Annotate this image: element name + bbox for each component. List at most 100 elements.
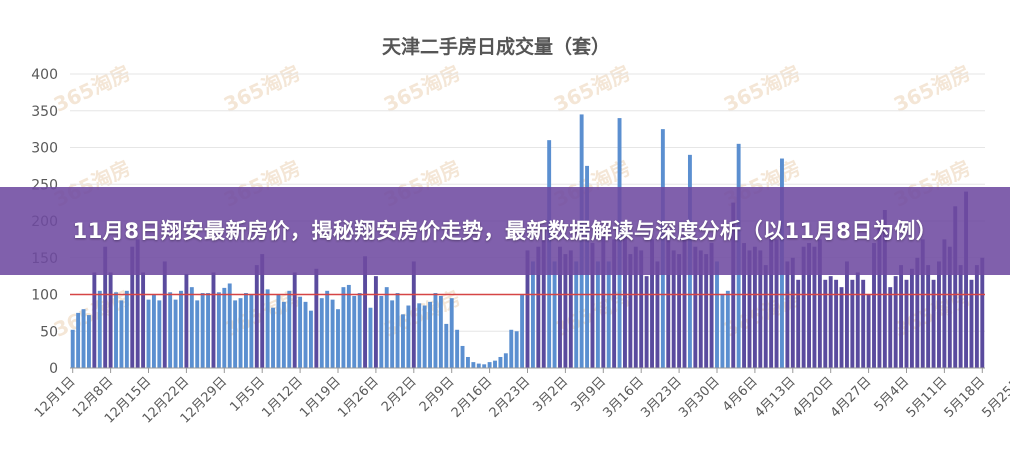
bar [298,296,303,368]
bar [666,228,671,368]
bar [937,261,941,368]
bar [807,243,811,368]
bar [882,209,887,368]
y-tick-label: 50 [40,324,58,340]
bar [861,279,866,368]
watermark-text: 365淘房 [550,61,634,117]
bar [81,309,86,368]
bar [980,257,985,368]
bar [471,362,476,368]
y-tick-label: 400 [31,67,58,83]
bar [103,246,108,368]
bar [568,250,573,368]
x-tick-label: 3月2日 [531,374,572,415]
bar [574,261,579,368]
bar [893,276,898,369]
bar [130,246,135,368]
bar [287,290,292,368]
bar [330,299,335,368]
y-tick-label: 100 [31,288,58,304]
bar [720,294,725,368]
bar [709,243,714,368]
x-tick-label: 4月13日 [752,374,799,421]
x-tick-label: 12月1日 [32,374,79,421]
bar [731,202,736,369]
watermark-text: 365淘房 [220,61,304,117]
bar [325,290,330,368]
bar [601,232,606,368]
bar [200,293,205,368]
bar [595,261,600,368]
bar [888,287,893,368]
bar [422,305,427,368]
bar [406,305,411,368]
y-tick-label: 300 [31,141,58,157]
bar [704,254,709,368]
bar [319,298,324,368]
bar [693,246,698,368]
bar [633,246,638,368]
bar [590,243,595,368]
bar [725,290,730,368]
bar [926,265,931,368]
watermark-text: 365淘房 [380,61,464,117]
bar [958,265,963,368]
bar [162,261,167,368]
bar [915,257,920,368]
bar [752,246,757,368]
bar [796,279,801,368]
x-tick-label: 4月27日 [828,374,875,421]
bar [974,265,979,368]
bar [173,299,178,368]
bar [520,294,525,368]
bar [742,243,747,368]
bar [265,289,270,368]
bar [872,243,876,368]
bar [189,287,194,368]
bar [465,356,470,368]
bar [379,295,384,368]
bar [698,250,703,368]
bar [124,290,129,368]
bar [260,254,265,368]
bar [623,228,627,368]
bar [179,290,183,368]
bar [390,300,395,368]
bar [195,300,200,368]
bar [119,300,124,368]
y-tick-label: 0 [49,361,58,377]
bar [747,250,752,368]
bar [357,293,362,368]
bar [249,294,254,368]
bar [563,254,568,368]
x-tick-label: 2月23日 [487,374,534,421]
bar [281,301,286,368]
bar [671,250,676,368]
bar [650,239,654,369]
bar [677,254,682,368]
bar [844,261,849,368]
bar [758,250,763,368]
bar [417,303,422,368]
bar [108,272,113,368]
bar [606,261,611,368]
bar [514,331,519,368]
bar [341,287,346,368]
bar [801,246,806,368]
bar [823,279,828,368]
bar [141,272,146,368]
x-tick-label: 3月16日 [600,374,647,421]
bar [525,250,530,368]
bar [352,295,357,368]
bar [227,283,232,368]
bar [503,353,508,368]
chart-title: 天津二手房日成交量（套） [382,35,610,58]
bar [114,292,118,368]
bar [438,295,443,368]
bar [655,261,660,368]
bar [487,362,492,368]
bar [384,287,389,368]
x-tick-label: 5月11日 [904,374,951,421]
bar [536,246,541,368]
bar [530,261,535,368]
